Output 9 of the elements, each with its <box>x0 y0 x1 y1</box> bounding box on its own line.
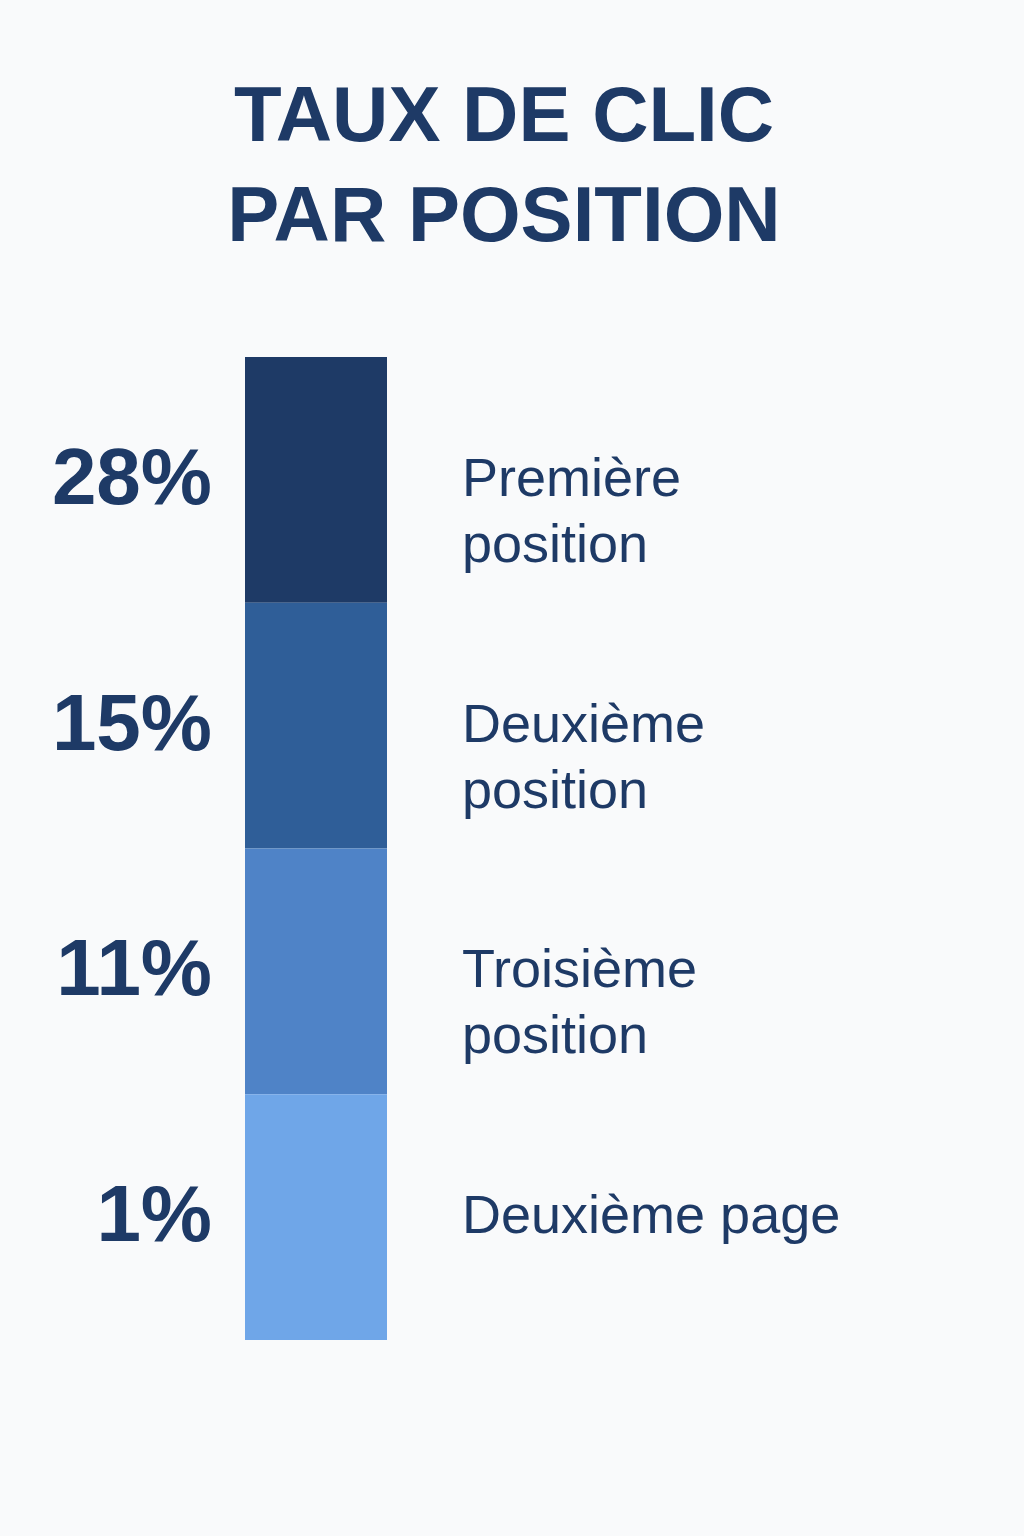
category-label: Deuxième page <box>462 1184 841 1245</box>
category-label: Première position <box>462 446 682 573</box>
data-label: 1% <box>96 1169 212 1259</box>
data-label: 15% <box>51 677 212 767</box>
data-label: 11% <box>56 923 212 1013</box>
category-label: Troisième position <box>462 938 698 1065</box>
data-label: 28% <box>51 431 212 521</box>
category-label: Deuxième position <box>462 692 706 819</box>
text: TAUX DE CLIC PAR POSITION <box>227 70 781 258</box>
